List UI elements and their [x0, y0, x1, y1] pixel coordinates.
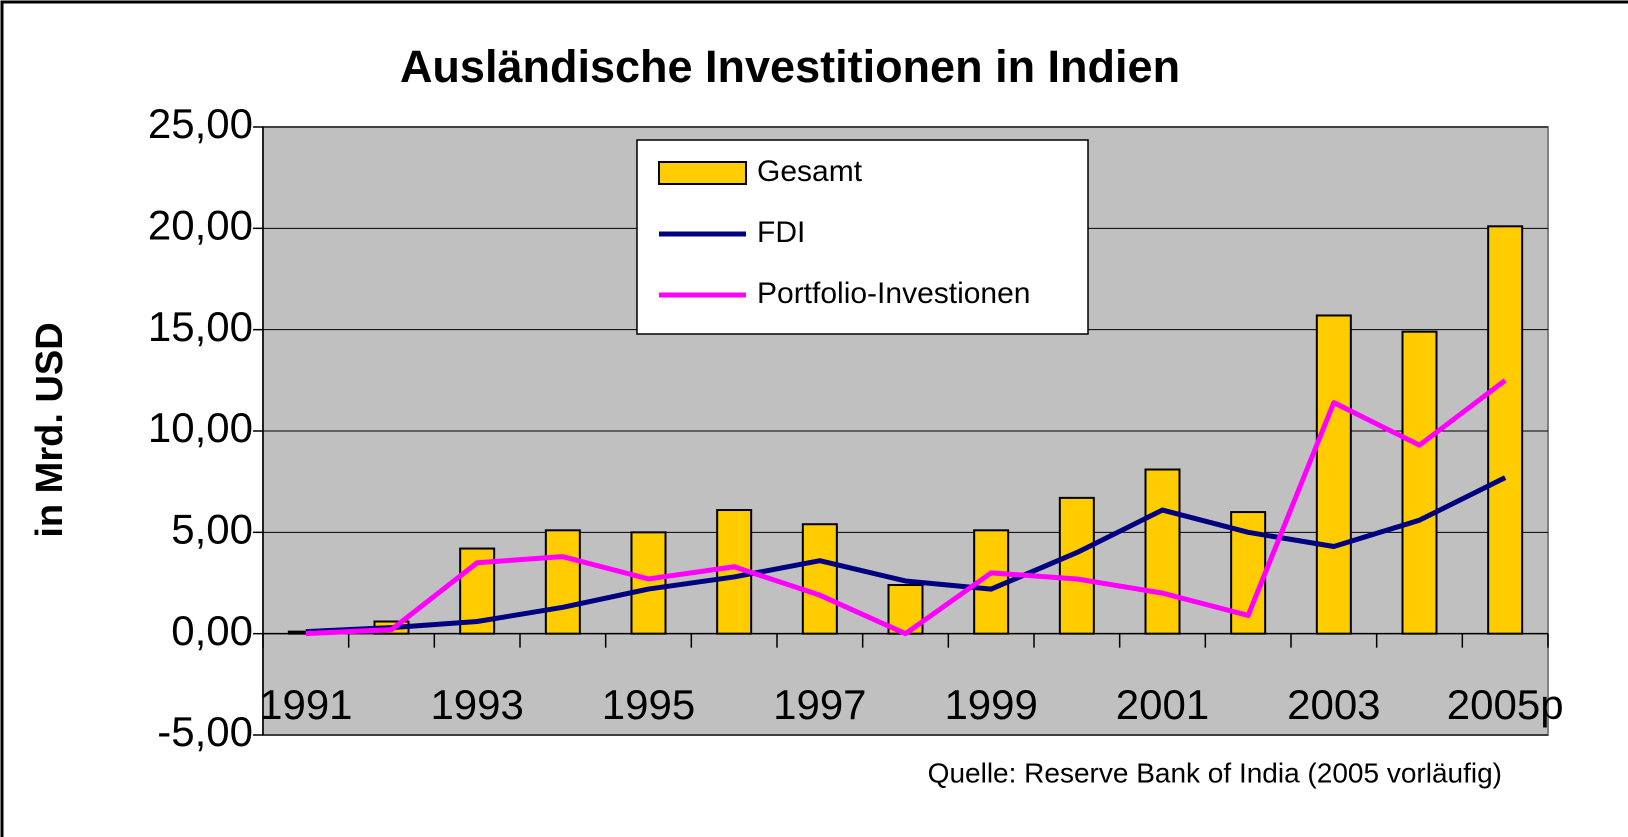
bar — [1315, 314, 1352, 635]
legend-label: Portfolio-Investionen — [757, 277, 1031, 310]
bar — [1487, 225, 1524, 635]
bar — [630, 531, 667, 635]
y-tick-label: 0,00 — [171, 607, 253, 654]
line-series — [305, 475, 1507, 635]
x-tick-label: 1995 — [602, 681, 695, 728]
source-note: Quelle: Reserve Bank of India (2005 vorl… — [928, 757, 1502, 788]
x-tick-label: 1999 — [944, 681, 1037, 728]
x-tick-label: 1997 — [773, 681, 866, 728]
x-tick-label: 1993 — [430, 681, 523, 728]
x-tick-label: 2001 — [1116, 681, 1209, 728]
x-tick-label: 1991 — [259, 681, 352, 728]
y-tick-label: 5,00 — [171, 505, 253, 552]
legend-label: Gesamt — [757, 155, 863, 188]
chart-title: Ausländische Investitionen in Indien — [400, 41, 1180, 92]
x-tick-label: 2003 — [1287, 681, 1380, 728]
bar — [801, 523, 838, 635]
bar — [1401, 330, 1438, 635]
legend-swatch — [658, 161, 747, 185]
y-tick-label: 10,00 — [148, 404, 253, 451]
bar — [1144, 468, 1181, 635]
y-tick-label: -5,00 — [157, 708, 253, 755]
y-tick-label: 25,00 — [148, 100, 253, 147]
y-axis-label: in Mrd. USD — [29, 322, 71, 537]
legend-label: FDI — [757, 216, 805, 249]
bar — [544, 529, 581, 635]
y-tick-label: 20,00 — [148, 201, 253, 248]
x-tick-label: 2005p — [1447, 681, 1564, 728]
y-tick-label: 15,00 — [148, 303, 253, 350]
bar — [1058, 496, 1095, 635]
line-series — [305, 378, 1507, 637]
